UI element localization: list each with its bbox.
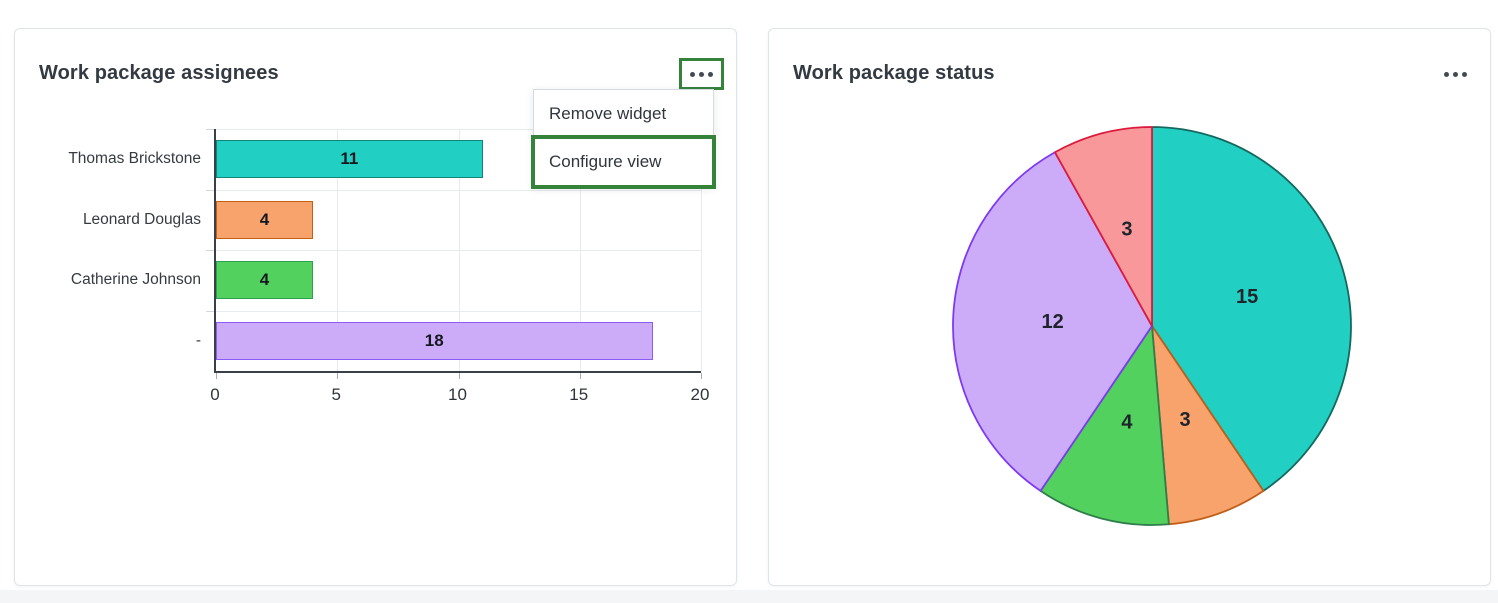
x-axis-tick-label: 20 (690, 385, 710, 404)
ellipsis-icon (690, 71, 713, 77)
widget-dropdown-menu: Remove widget Configure view (531, 89, 716, 189)
ellipsis-icon (1444, 71, 1467, 77)
widget-work-package-assignees: Work package assignees Thomas Brickstone… (14, 28, 737, 586)
pie-chart-status: 15 3 4 12 3 (952, 126, 1352, 526)
bar-thomas-brickstone: 11 (216, 140, 483, 179)
pie-value-label: 4 (1121, 411, 1133, 433)
category-label: Leonard Douglas (82, 210, 201, 228)
bar-value-label: 4 (259, 270, 270, 290)
page-bottom-band (0, 590, 1498, 603)
menu-item-remove-widget[interactable]: Remove widget (534, 90, 713, 138)
widget-work-package-status: Work package status 15 3 4 12 3 (768, 28, 1491, 586)
bar-value-label: 18 (424, 330, 444, 350)
category-label: - (195, 331, 201, 349)
category-label: Thomas Brickstone (68, 150, 201, 168)
widget-menu-button-status[interactable] (1433, 58, 1478, 90)
x-axis-tick-label: 15 (569, 385, 589, 404)
widget-title-status: Work package status (793, 62, 995, 84)
bar-catherine-johnson: 4 (216, 261, 313, 300)
pie-slice-2 (1039, 325, 1170, 526)
category-label: Catherine Johnson (70, 271, 201, 289)
pie-value-label: 15 (1236, 286, 1258, 308)
pie-value-label: 12 (1041, 311, 1063, 333)
x-axis-tick-label: 5 (331, 385, 341, 404)
widget-menu-button-assignees[interactable] (679, 58, 724, 90)
bar-chart-plot-area: 11 4 4 18 (206, 129, 702, 379)
bar--: 18 (216, 321, 653, 360)
pie-slice-3 (952, 151, 1153, 492)
bar-leonard-douglas: 4 (216, 200, 313, 239)
x-axis-tick-label: 10 (448, 385, 467, 404)
widget-title-assignees: Work package assignees (39, 62, 279, 84)
pie-slice-0 (1151, 126, 1352, 492)
bar-value-label: 4 (259, 209, 270, 229)
pie-slice-1 (1151, 325, 1265, 526)
x-axis-tick-label: 0 (210, 385, 220, 404)
pie-slice-4 (1054, 126, 1153, 327)
menu-item-configure-view[interactable]: Configure view (531, 135, 716, 189)
bar-value-label: 11 (340, 149, 359, 169)
pie-value-label: 3 (1180, 409, 1191, 431)
pie-value-label: 3 (1121, 219, 1132, 241)
